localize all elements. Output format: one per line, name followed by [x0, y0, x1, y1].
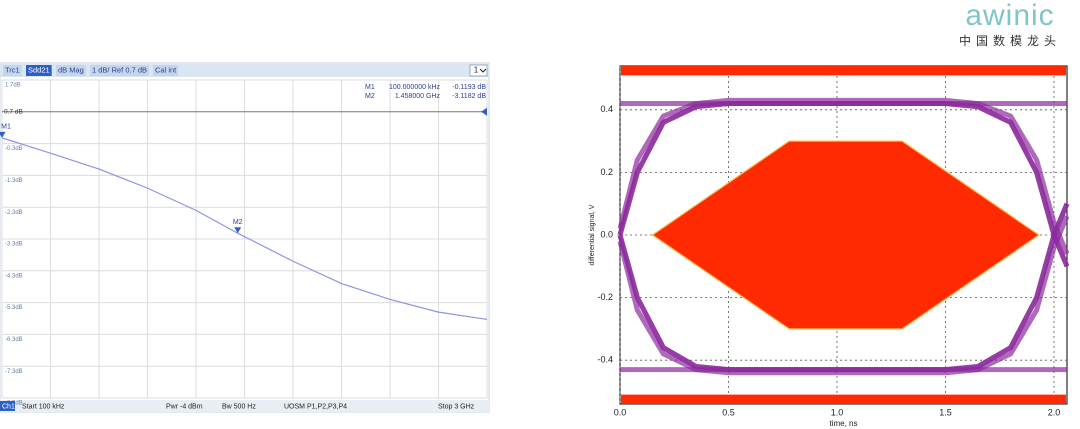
marker-label: M1	[1, 124, 11, 131]
mask-limit-band	[621, 394, 1066, 404]
channel-menu	[469, 64, 488, 77]
footer-cal-ports: UOSM P1,P2,P3,P4	[284, 403, 347, 410]
header-series-name: Sdd21	[28, 65, 50, 74]
y-tick-label: 0.4	[600, 104, 613, 114]
marker-readout-x: 100.000000 kHz	[389, 84, 440, 91]
logo-tagline: 中国数模龙头	[959, 33, 1061, 48]
header-cal: Cal int	[155, 65, 177, 74]
y-tick-label: 1.7dB	[5, 83, 21, 89]
footer-channel: Ch1	[2, 403, 15, 410]
footer-power: Pwr -4 dBm	[166, 403, 203, 410]
y-tick-label: 0.2	[600, 167, 613, 177]
eye-mask	[651, 140, 1040, 330]
x-tick-label: 0.0	[614, 407, 627, 417]
x-tick-label: 1.0	[831, 407, 844, 417]
x-tick-label: 2.0	[1048, 407, 1061, 417]
marker-readout-y: -3.1182 dB	[452, 93, 486, 100]
header-tab	[90, 65, 150, 76]
y-tick-label: -6.3dB	[5, 337, 23, 343]
header-format: dB Mag	[58, 65, 84, 74]
footer-stop: Stop 3 GHz	[438, 403, 475, 410]
header-tab	[153, 65, 179, 76]
marker-readout-x: 1.458000 GHz	[395, 93, 441, 100]
x-axis-label: time, ns	[829, 419, 857, 428]
menu-arrow	[479, 68, 487, 73]
header-tab	[56, 65, 86, 76]
x-tick-label: 0.5	[722, 407, 735, 417]
header-scale: 1 dB/ Ref 0.7 dB	[92, 65, 147, 74]
reference-arrow	[481, 107, 487, 116]
y-tick-label: -2.3dB	[5, 210, 23, 216]
y-tick-label: -7.3dB	[5, 369, 23, 375]
reference-label: 0.7 dB	[4, 109, 23, 116]
header-trace: Trc1	[5, 65, 20, 74]
eye-trace	[617, 215, 1070, 376]
y-tick-label: -0.4	[597, 355, 613, 365]
header-tab	[26, 65, 52, 76]
eye-trace	[620, 202, 1070, 373]
channel-tab	[0, 401, 15, 411]
logo-brand: awinic	[965, 0, 1054, 32]
y-axis-label: differential signal, V	[589, 204, 596, 265]
channel-menu-label: 1	[474, 66, 479, 75]
footer-bandwidth: Bw 500 Hz	[222, 403, 256, 410]
x-tick-label: 1.5	[939, 407, 952, 417]
mask-limit-band	[621, 66, 1066, 76]
y-tick-label: -3.3dB	[5, 242, 23, 248]
y-tick-label: -0.3dB	[5, 146, 23, 152]
y-tick-label: -5.3dB	[5, 305, 23, 311]
header-tab	[3, 65, 22, 76]
y-tick-label: -4.3dB	[5, 273, 23, 279]
marker-label: M2	[233, 219, 243, 226]
eye-trace	[617, 97, 1070, 255]
y-tick-label: -1.3dB	[5, 178, 23, 184]
marker-readout-name: M1	[365, 84, 375, 91]
y-tick-label: 0.0	[600, 229, 613, 239]
marker-triangle	[0, 131, 6, 138]
y-tick-label: -0.2	[597, 292, 613, 302]
marker-readout-name: M2	[365, 93, 375, 100]
footer-start: Start 100 kHz	[22, 403, 65, 410]
footer-bar	[0, 400, 489, 412]
marker-readout-y: -0.1193 dB	[452, 84, 486, 91]
marker-triangle	[234, 227, 242, 234]
eye-trace	[620, 101, 1070, 268]
